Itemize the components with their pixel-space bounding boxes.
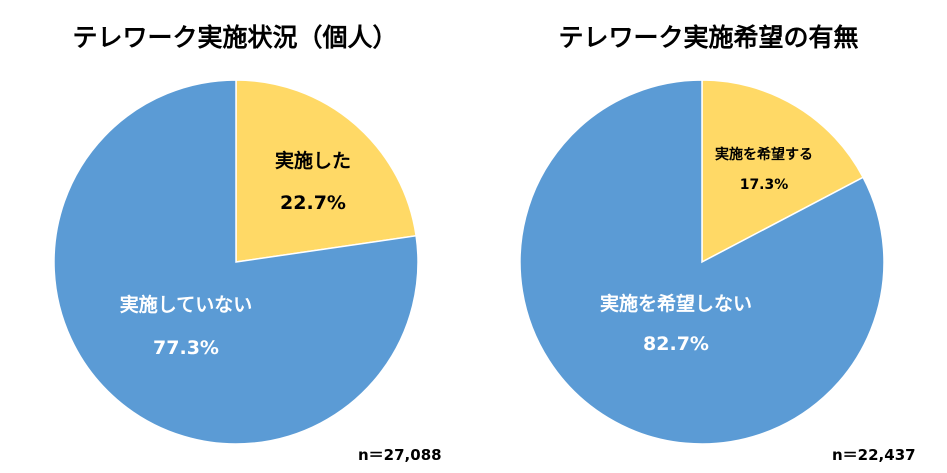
pie-2-slice-2 xyxy=(519,79,885,445)
pie-1-slice-1-value: 22.7% xyxy=(280,192,346,214)
pie-1-slice-2-label: 実施していない xyxy=(120,293,252,316)
chart-title-telework-status: テレワーク実施状況（個人） xyxy=(72,23,398,52)
pie-2-slice-1 xyxy=(701,79,865,264)
pie-1-slice-2 xyxy=(53,79,419,445)
pie-2-slice-1-value: 17.3% xyxy=(740,177,789,193)
pie-2-slice-2-value: 82.7% xyxy=(643,333,709,355)
sample-size-label-1: n＝27,088 xyxy=(358,446,442,464)
pie-2-slice-1-label: 実施を希望する xyxy=(715,146,813,163)
chart-title-telework-wish: テレワーク実施希望の有無 xyxy=(558,23,859,52)
pie-2-slice-2-label: 実施を希望しない xyxy=(600,292,752,315)
pie-1-slice-1-label: 実施した xyxy=(275,149,351,172)
pie-1-slice-2-value: 77.3% xyxy=(153,337,219,359)
sample-size-label-2: n＝22,437 xyxy=(832,446,916,464)
pie-1-slice-1 xyxy=(235,79,417,263)
